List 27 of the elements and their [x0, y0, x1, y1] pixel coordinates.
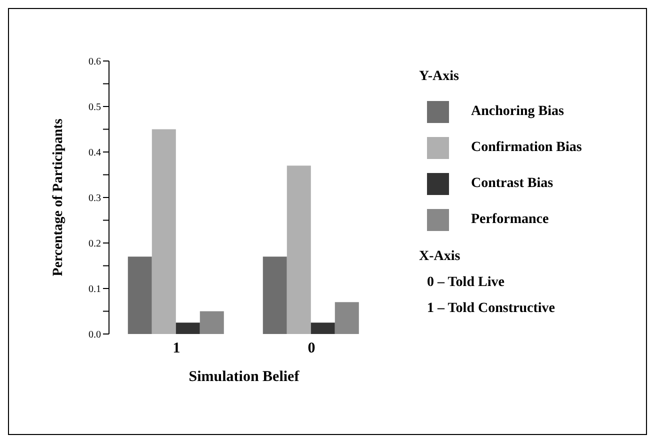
- y-tick-label: 0.0: [88, 330, 101, 341]
- bar: [128, 256, 152, 334]
- bar: [334, 302, 359, 334]
- legend-title: Y-Axis: [419, 69, 460, 85]
- text: 0 – Told Live: [427, 275, 506, 291]
- legend-label: Contrast Bias: [471, 176, 554, 192]
- y-tick-label: 0.2: [88, 238, 101, 250]
- legend-label: Anchoring Bias: [471, 104, 564, 120]
- y-axis-title: Percentage of Participants: [50, 118, 66, 276]
- bar: [200, 311, 224, 334]
- legend-label: Confirmation Bias: [471, 140, 582, 156]
- text: 1 – Told Constructive: [427, 301, 556, 317]
- bar: [152, 129, 176, 334]
- x-tick-label: 1: [172, 340, 180, 357]
- text: X-Axis: [419, 249, 462, 265]
- bar: [310, 322, 335, 334]
- y-tick-label: 0.6: [88, 56, 101, 68]
- legend-label: Performance: [471, 212, 549, 228]
- y-tick-label: 0.4: [88, 148, 101, 159]
- bar: [286, 166, 311, 334]
- bar: [262, 256, 287, 334]
- x-tick-label: 0: [308, 340, 316, 357]
- x-axis-title: Simulation Belief: [188, 369, 300, 385]
- y-tick-label: 0.1: [88, 284, 101, 296]
- y-tick-label: 0.3: [88, 193, 101, 204]
- y-tick-label: 0.5: [88, 102, 101, 114]
- bar: [176, 322, 200, 334]
